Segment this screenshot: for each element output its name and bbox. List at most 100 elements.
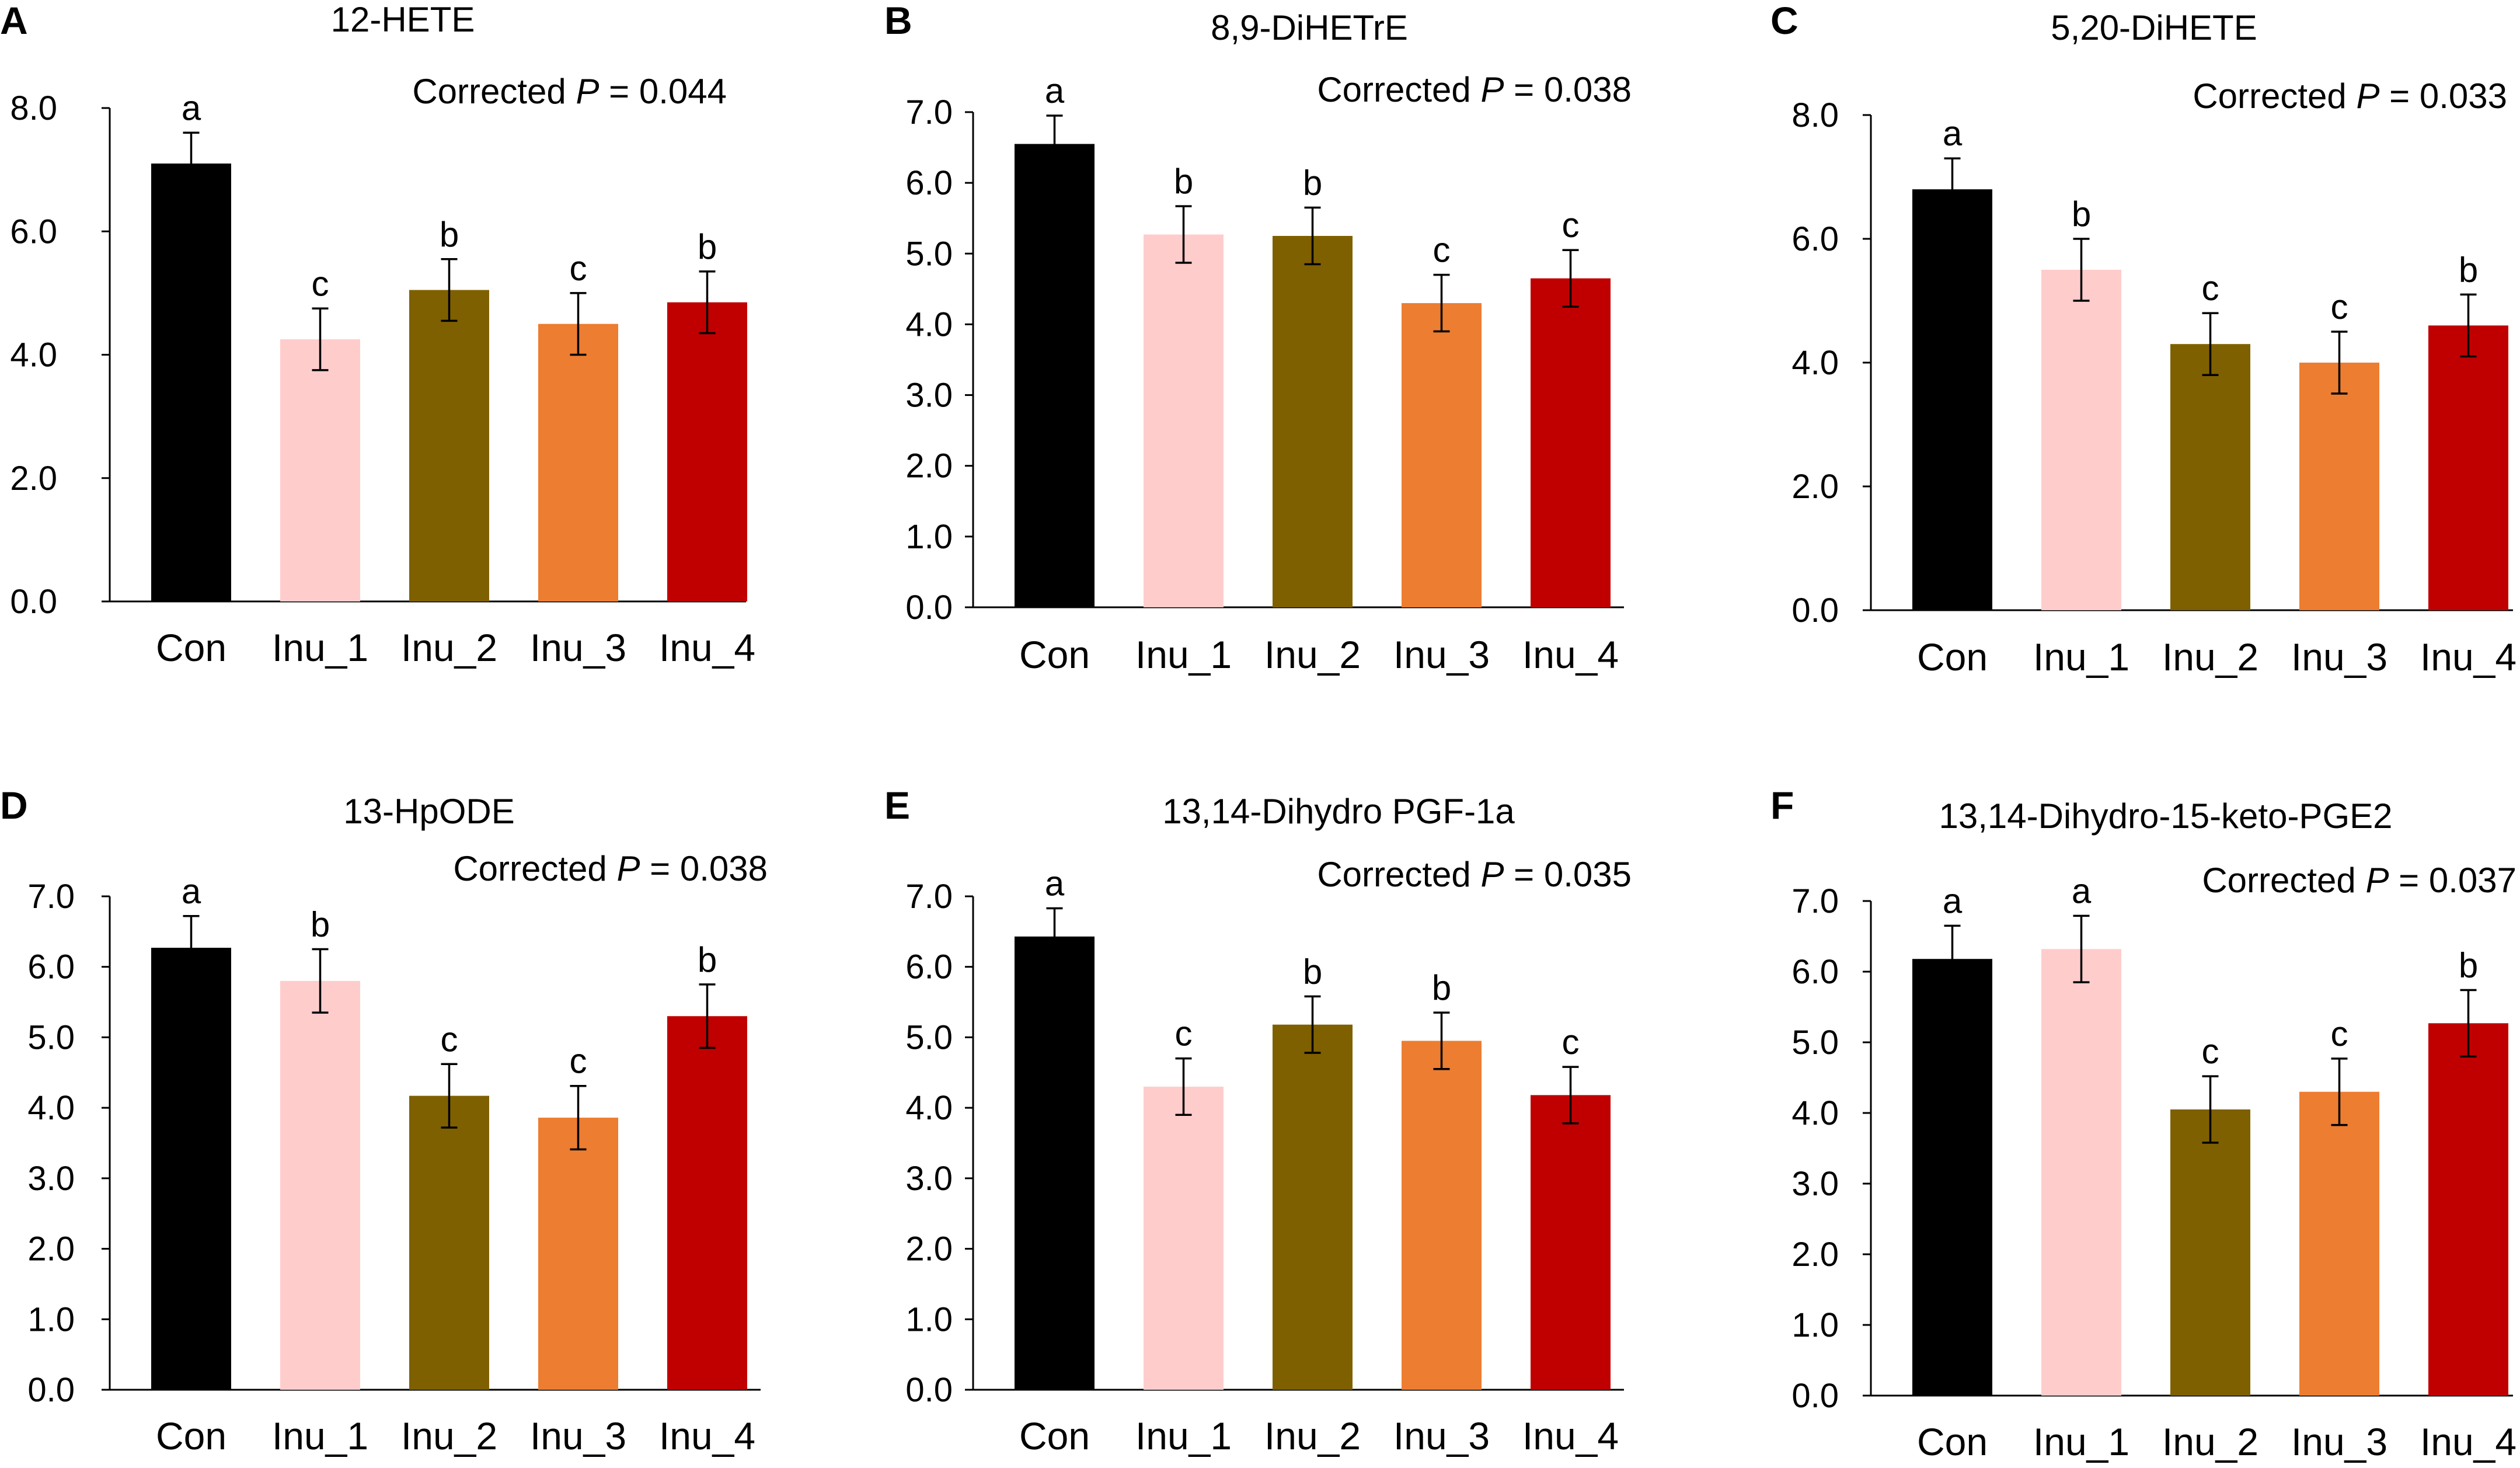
significance-letter: c [2202, 1032, 2219, 1071]
y-tick-label: 5.0 [27, 1018, 75, 1056]
y-tick-label: 4.0 [1791, 344, 1839, 382]
x-category-label: Inu_2 [2162, 635, 2258, 679]
y-tick-label: 4.0 [1791, 1094, 1839, 1132]
y-tick-label: 5.0 [905, 1018, 953, 1056]
significance-letter: b [311, 905, 330, 944]
panel-letter: F [1770, 784, 1794, 827]
bar-inu-1 [1144, 234, 1224, 607]
y-tick-label: 6.0 [27, 948, 75, 986]
p-value-annotation: Corrected P = 0.037 [2202, 861, 2516, 900]
x-category-label: Inu_3 [530, 626, 626, 669]
bar-inu-3 [2299, 1091, 2379, 1396]
p-value-annotation: Corrected P = 0.033 [2193, 76, 2507, 116]
significance-letter: b [2072, 194, 2091, 234]
x-category-label: Inu_2 [1264, 633, 1361, 676]
y-tick-label: 5.0 [1791, 1024, 1839, 1062]
x-category-label: Inu_4 [1522, 633, 1619, 676]
y-tick-label: 6.0 [1791, 220, 1839, 258]
significance-letter: c [2331, 1014, 2348, 1053]
chart-title: 12-HETE [331, 0, 475, 39]
significance-letter: a [1943, 881, 1963, 920]
x-category-label: Inu_2 [401, 1414, 497, 1457]
y-tick-label: 3.0 [27, 1160, 75, 1198]
x-category-label: Inu_4 [659, 626, 755, 669]
p-value-annotation: Corrected P = 0.038 [1317, 70, 1632, 109]
significance-letter: a [182, 88, 201, 127]
x-category-label: Inu_1 [2033, 1420, 2129, 1463]
panel-letter: C [1770, 0, 1798, 42]
x-category-label: Con [1917, 1420, 1988, 1463]
chart-panel-e: E 13,14-Dihydro PGF-1a Corrected P = 0.035… [884, 784, 1632, 1457]
chart-title: 13,14-Dihydro-15-keto-PGE2 [1939, 796, 2392, 836]
bar-inu-4 [667, 302, 747, 601]
significance-letter: c [1175, 1014, 1193, 1053]
x-category-label: Inu_1 [1135, 633, 1232, 676]
y-tick-label: 0.0 [10, 583, 57, 621]
significance-letter: c [312, 264, 329, 303]
bar-inu-1 [280, 339, 360, 601]
panel-letter: B [884, 0, 912, 42]
p-value-annotation: Corrected P = 0.038 [453, 849, 768, 888]
bar-inu-4 [2428, 1023, 2508, 1396]
significance-letter: c [570, 1042, 587, 1081]
chart-panel-b: B 8,9-DiHETrE Corrected P = 0.038 0.0 1.0 2.0… [884, 0, 1632, 676]
x-category-label: Inu_1 [1135, 1414, 1232, 1457]
x-category-label: Con [1019, 633, 1090, 676]
p-value-annotation: Corrected P = 0.035 [1317, 855, 1632, 894]
x-category-label: Inu_1 [272, 626, 368, 669]
chart-title: 13,14-Dihydro PGF-1a [1162, 792, 1515, 831]
significance-letter: b [698, 940, 717, 979]
bar-inu-2 [1273, 1024, 1353, 1390]
bar-inu-3 [538, 1118, 618, 1390]
bar-inu-2 [2170, 344, 2250, 610]
significance-letter: b [1174, 162, 1193, 201]
x-category-label: Inu_3 [2291, 1420, 2387, 1463]
y-tick-label: 1.0 [905, 518, 953, 556]
bar-inu-3 [1402, 303, 1482, 607]
y-tick-label: 5.0 [905, 235, 953, 273]
bar-inu-2 [1273, 236, 1353, 607]
chart-panel-c: C 5,20-DiHETE Corrected P = 0.033 0.0 2.0 4.0… [1770, 0, 2516, 679]
y-tick-label: 8.0 [1791, 96, 1839, 134]
significance-letter: c [1562, 1022, 1580, 1062]
significance-letter: b [2459, 945, 2478, 985]
significance-letter: b [440, 215, 459, 254]
chart-panel-a: A 12-HETE Corrected P = 0.044 0.0 2.0 4.0 6.0 8… [0, 0, 755, 669]
y-tick-label: 6.0 [905, 164, 953, 202]
x-category-label: Inu_4 [1522, 1414, 1619, 1457]
y-tick-label: 3.0 [905, 377, 953, 415]
significance-letter: c [441, 1020, 458, 1059]
y-tick-label: 2.0 [1791, 468, 1839, 506]
y-tick-label: 3.0 [905, 1160, 953, 1198]
y-tick-label: 2.0 [905, 1230, 953, 1268]
y-tick-label: 7.0 [27, 878, 75, 916]
panel-letter: D [0, 784, 28, 827]
y-tick-label: 7.0 [1791, 882, 1839, 920]
y-tick-label: 2.0 [10, 460, 57, 498]
x-category-label: Inu_2 [1264, 1414, 1361, 1457]
y-tick-label: 0.0 [1791, 592, 1839, 629]
bar-con [151, 164, 231, 601]
x-category-label: Inu_3 [1393, 1414, 1490, 1457]
x-category-label: Con [156, 626, 226, 669]
significance-letter: a [1943, 114, 1963, 153]
bar-inu-3 [1402, 1041, 1482, 1390]
chart-title: 5,20-DiHETE [2051, 8, 2257, 47]
y-tick-label: 2.0 [1791, 1236, 1839, 1274]
significance-letter: c [570, 249, 587, 288]
y-tick-label: 0.0 [905, 1371, 953, 1409]
bar-inu-2 [409, 1095, 489, 1390]
chart-panel-f: F 13,14-Dihydro-15-keto-PGE2 Corrected P =… [1770, 784, 2516, 1463]
bar-con [1015, 144, 1095, 607]
bar-inu-4 [1531, 1095, 1611, 1390]
y-tick-label: 6.0 [1791, 953, 1839, 991]
y-tick-label: 7.0 [905, 878, 953, 916]
x-category-label: Inu_2 [2162, 1420, 2258, 1463]
x-category-label: Inu_3 [530, 1414, 626, 1457]
significance-letter: c [2202, 269, 2219, 308]
bar-inu-3 [2299, 363, 2379, 610]
bar-con [1015, 936, 1095, 1390]
significance-letter: a [182, 872, 201, 911]
y-tick-label: 6.0 [10, 213, 57, 251]
